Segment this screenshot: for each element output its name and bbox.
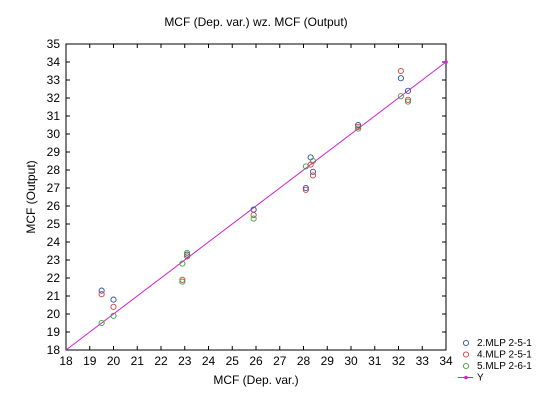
plot-area [65, 43, 447, 351]
y-axis-title: MCF (Output) [24, 160, 38, 233]
x-tick-label: 33 [416, 354, 430, 368]
data-point [110, 312, 117, 319]
y-tick-label: 33 [47, 73, 61, 87]
legend-label: 5.MLP 2-6-1 [477, 361, 532, 372]
data-point [397, 67, 404, 75]
reference-line [65, 61, 447, 351]
data-point [184, 251, 191, 258]
x-tick-label: 21 [131, 354, 145, 368]
data-point [309, 168, 317, 175]
data-point [98, 291, 105, 298]
data-point [179, 276, 186, 283]
y-tick-label: 27 [47, 181, 61, 195]
y-tick-label: 30 [47, 127, 61, 141]
data-point [309, 157, 317, 165]
x-tick-label: 28 [297, 354, 311, 368]
x-tick-label: 29 [321, 354, 335, 368]
data-point [404, 96, 412, 103]
data-point [355, 125, 362, 132]
y-tick-label: 22 [47, 271, 61, 285]
data-points [98, 67, 412, 327]
x-tick-label: 24 [202, 354, 216, 368]
x-tick-label: 34 [439, 354, 453, 368]
y-tick-label: 24 [47, 235, 61, 249]
x-tick-label: 23 [178, 354, 192, 368]
legend: 2.MLP 2-5-14.MLP 2-5-15.MLP 2-6-1Y [458, 338, 532, 384]
x-tick-label: 30 [344, 354, 358, 368]
x-tick-label: 31 [368, 354, 382, 368]
data-point [309, 172, 317, 179]
y-tick-label: 31 [47, 109, 61, 123]
legend-marker [462, 362, 470, 370]
y-tick-label: 32 [47, 91, 61, 105]
x-tick-label: 19 [83, 354, 97, 368]
data-point [397, 75, 404, 82]
y-tick-label: 18 [47, 343, 61, 357]
axis-ticks: 18 19 20 21 22 23 24 25 26 27 28 29 30 31 32 33 34 18 19 20… [47, 37, 453, 368]
x-tick-label: 18 [59, 354, 73, 368]
y-tick-label: 29 [47, 145, 61, 159]
reference-line-group [65, 60, 448, 351]
reference-line-end-marker [444, 60, 448, 64]
data-point [302, 163, 309, 170]
y-tick-label: 19 [47, 325, 61, 339]
data-point [355, 121, 362, 129]
x-tick-label: 26 [249, 354, 263, 368]
y-tick-label: 23 [47, 253, 61, 267]
y-tick-label: 34 [47, 55, 61, 69]
data-point [179, 278, 186, 285]
data-point [397, 93, 404, 100]
legend-marker [462, 339, 470, 347]
chart-title: MCF (Dep. var.) wz. MCF (Output) [164, 15, 347, 29]
data-point [250, 211, 257, 219]
data-point [184, 253, 191, 260]
legend-label: 2.MLP 2-5-1 [477, 338, 532, 349]
legend-label: 4.MLP 2-5-1 [477, 350, 532, 361]
data-point [302, 184, 309, 192]
data-point [404, 98, 412, 105]
data-point [302, 186, 309, 193]
data-point [355, 123, 362, 130]
y-tick-label: 20 [47, 307, 61, 321]
legend-marker [462, 351, 470, 358]
data-point [404, 87, 412, 94]
legend-label: Y [477, 373, 484, 384]
x-axis-title: MCF (Dep. var.) [213, 373, 298, 387]
y-tick-label: 21 [47, 289, 61, 303]
y-tick-label: 26 [47, 199, 61, 213]
data-point [98, 287, 105, 294]
data-point [110, 296, 117, 303]
x-tick-label: 27 [273, 354, 287, 368]
y-tick-label: 35 [47, 37, 61, 51]
x-tick-label: 25 [226, 354, 240, 368]
data-point [250, 215, 257, 222]
data-point [184, 249, 191, 256]
y-tick-label: 28 [47, 163, 61, 177]
x-tick-label: 32 [392, 354, 406, 368]
data-point [110, 303, 117, 310]
y-tick-label: 25 [47, 217, 61, 231]
data-point [98, 319, 105, 327]
legend-line-marker [464, 375, 468, 380]
x-tick-label: 22 [154, 354, 168, 368]
data-point [179, 260, 186, 267]
x-tick-label: 20 [107, 354, 121, 368]
